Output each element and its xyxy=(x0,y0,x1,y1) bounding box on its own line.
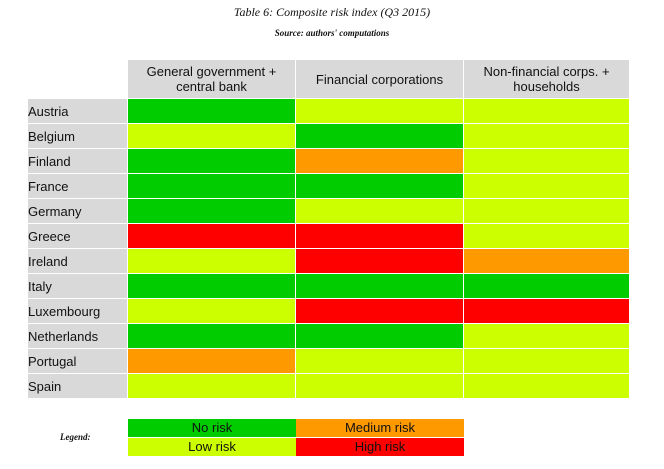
table-row: France xyxy=(28,174,630,199)
column-header-government: General government + central bank xyxy=(128,60,296,99)
country-label: Greece xyxy=(28,224,128,249)
risk-cell-high-risk xyxy=(296,224,464,249)
risk-cell-no-risk xyxy=(464,274,630,299)
risk-cell-low-risk xyxy=(128,249,296,274)
risk-cell-no-risk xyxy=(128,274,296,299)
country-label: Luxembourg xyxy=(28,299,128,324)
risk-cell-no-risk xyxy=(128,149,296,174)
risk-table: General government + central bank Financ… xyxy=(28,60,630,399)
table-row: Luxembourg xyxy=(28,299,630,324)
risk-cell-high-risk xyxy=(128,224,296,249)
country-label: Germany xyxy=(28,199,128,224)
country-label: Italy xyxy=(28,274,128,299)
risk-cell-low-risk xyxy=(464,374,630,399)
table-row: Belgium xyxy=(28,124,630,149)
risk-cell-low-risk xyxy=(296,374,464,399)
risk-cell-low-risk xyxy=(464,149,630,174)
country-label: Austria xyxy=(28,99,128,124)
risk-cell-low-risk xyxy=(464,199,630,224)
legend-label: Legend: xyxy=(60,432,91,442)
risk-cell-no-risk xyxy=(296,124,464,149)
table-row: Netherlands xyxy=(28,324,630,349)
risk-cell-high-risk xyxy=(296,249,464,274)
table-row: Italy xyxy=(28,274,630,299)
header-row: General government + central bank Financ… xyxy=(28,60,630,99)
risk-cell-low-risk xyxy=(128,374,296,399)
table-row: Spain xyxy=(28,374,630,399)
legend-high-risk: High risk xyxy=(296,438,464,456)
legend-medium-risk: Medium risk xyxy=(296,419,464,437)
country-label: France xyxy=(28,174,128,199)
risk-cell-low-risk xyxy=(128,299,296,324)
country-label: Portugal xyxy=(28,349,128,374)
legend-no-risk: No risk xyxy=(128,419,296,437)
risk-cell-low-risk xyxy=(464,324,630,349)
column-header-financial: Financial corporations xyxy=(296,60,464,99)
risk-cell-high-risk xyxy=(464,299,630,324)
table-row: Greece xyxy=(28,224,630,249)
table-title: Table 6: Composite risk index (Q3 2015) xyxy=(233,5,431,19)
risk-cell-no-risk xyxy=(128,199,296,224)
risk-cell-low-risk xyxy=(464,124,630,149)
table-row: Ireland xyxy=(28,249,630,274)
risk-cell-low-risk xyxy=(128,124,296,149)
risk-cell-medium-risk xyxy=(296,149,464,174)
risk-cell-low-risk xyxy=(296,349,464,374)
column-header-nonfinancial: Non-financial corps. + households xyxy=(464,60,630,99)
legend-low-risk: Low risk xyxy=(128,438,296,456)
risk-cell-low-risk xyxy=(464,174,630,199)
country-label: Ireland xyxy=(28,249,128,274)
risk-cell-low-risk xyxy=(296,99,464,124)
risk-cell-low-risk xyxy=(296,199,464,224)
risk-cell-no-risk xyxy=(296,324,464,349)
table-source: Source: authors' computations xyxy=(274,28,390,38)
risk-cell-no-risk xyxy=(128,174,296,199)
table-row: Austria xyxy=(28,99,630,124)
country-label: Spain xyxy=(28,374,128,399)
header-corner xyxy=(28,60,128,99)
risk-cell-medium-risk xyxy=(128,349,296,374)
risk-cell-low-risk xyxy=(464,99,630,124)
country-label: Finland xyxy=(28,149,128,174)
risk-cell-no-risk xyxy=(128,324,296,349)
country-label: Belgium xyxy=(28,124,128,149)
country-label: Netherlands xyxy=(28,324,128,349)
risk-cell-low-risk xyxy=(464,224,630,249)
risk-cell-no-risk xyxy=(296,174,464,199)
risk-cell-low-risk xyxy=(464,349,630,374)
table-body: Austria Belgium Finland France Germany xyxy=(28,99,630,399)
table-row: Finland xyxy=(28,149,630,174)
risk-cell-medium-risk xyxy=(464,249,630,274)
risk-cell-no-risk xyxy=(296,274,464,299)
risk-cell-no-risk xyxy=(128,99,296,124)
risk-cell-high-risk xyxy=(296,299,464,324)
table-row: Germany xyxy=(28,199,630,224)
table-row: Portugal xyxy=(28,349,630,374)
